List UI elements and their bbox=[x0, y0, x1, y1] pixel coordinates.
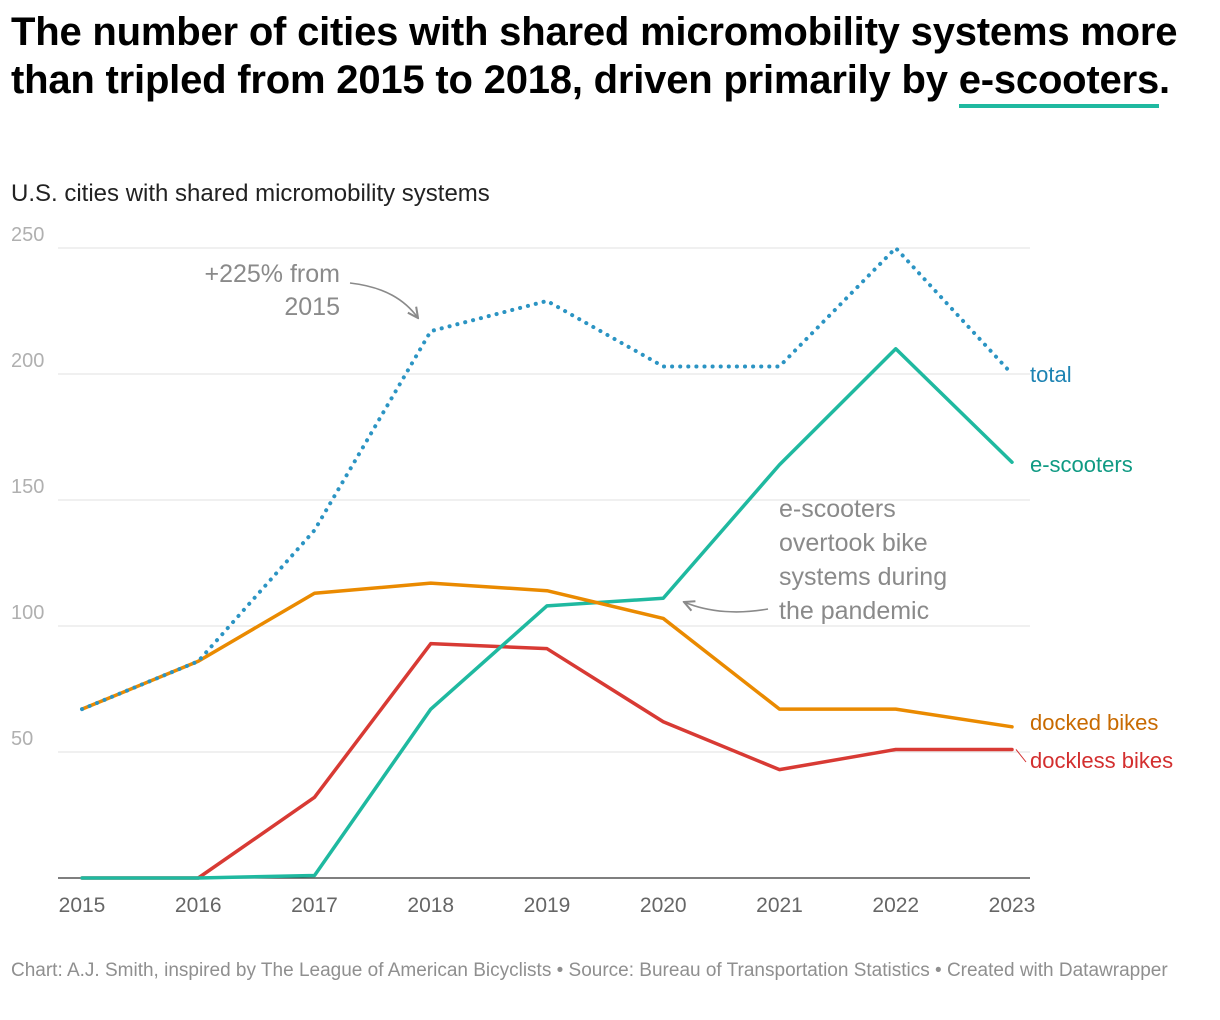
y-tick-label-50: 50 bbox=[11, 728, 33, 750]
series-line-total bbox=[80, 246, 1014, 712]
label-connector-dockless-bikes bbox=[1015, 749, 1027, 763]
x-tick-label-2023: 2023 bbox=[989, 894, 1036, 917]
title-highlight: e-scooters bbox=[958, 58, 1159, 108]
series-line-docked-bikes bbox=[80, 581, 1014, 729]
title-text: The number of cities with shared micromo… bbox=[11, 10, 1178, 102]
series-label-dockless-bikes: dockless bikes bbox=[1030, 748, 1173, 773]
annotation-pandemic-line-3: systems during bbox=[779, 563, 947, 591]
chart-subtitle: U.S. cities with shared micromobility sy… bbox=[11, 180, 490, 207]
annotation-pandemic-line-4: the pandemic bbox=[779, 597, 929, 625]
series-label-e-scooters: e-scooters bbox=[1030, 452, 1133, 477]
annotation-pandemic-line-2: overtook bike bbox=[779, 529, 928, 557]
x-tick-label-2019: 2019 bbox=[524, 894, 571, 917]
x-tick-label-2021: 2021 bbox=[756, 894, 803, 917]
annotation-pandemic-arrow bbox=[684, 602, 769, 613]
x-tick-label-2015: 2015 bbox=[59, 894, 106, 917]
chart-footer: Chart: A.J. Smith, inspired by The Leagu… bbox=[11, 960, 1168, 981]
annotation-growth-line-1: +225% from bbox=[205, 260, 341, 288]
x-tick-label-2022: 2022 bbox=[872, 894, 919, 917]
annotation-growth-line-2: 2015 bbox=[284, 293, 340, 321]
y-tick-label-200: 200 bbox=[11, 350, 44, 372]
y-tick-label-150: 150 bbox=[11, 476, 44, 498]
series-line-e-scooters bbox=[80, 347, 1014, 880]
x-tick-label-2017: 2017 bbox=[291, 894, 338, 917]
chart-title: The number of cities with shared micromo… bbox=[11, 8, 1191, 108]
annotation-growth-arrow bbox=[349, 282, 418, 318]
y-tick-label-250: 250 bbox=[11, 224, 44, 246]
line-chart: 50 100 150 200 250 2015 2016 2017 2018 2019 2020 20… bbox=[11, 224, 1173, 917]
x-tick-label-2016: 2016 bbox=[175, 894, 222, 917]
y-tick-label-100: 100 bbox=[11, 602, 44, 624]
x-tick-label-2020: 2020 bbox=[640, 894, 687, 917]
x-tick-label-2018: 2018 bbox=[407, 894, 454, 917]
series-label-total: total bbox=[1030, 362, 1072, 387]
series-label-docked-bikes: docked bikes bbox=[1030, 710, 1158, 735]
series-line-dockless-bikes bbox=[80, 641, 1014, 880]
annotation-pandemic-line-1: e-scooters bbox=[779, 495, 896, 523]
title-end: . bbox=[1159, 58, 1170, 102]
